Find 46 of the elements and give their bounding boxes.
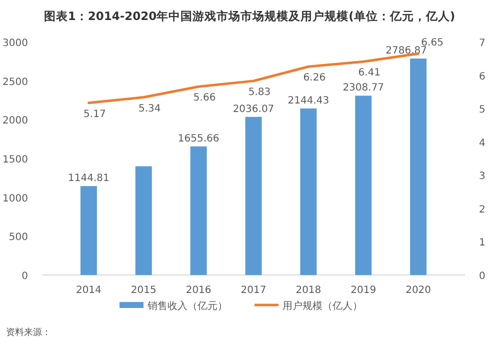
data-label: 6.41 xyxy=(358,68,381,79)
y-tick-label: 2000 xyxy=(2,116,28,127)
data-label: 1144.81 xyxy=(68,173,110,184)
data-label: 5.83 xyxy=(248,86,271,98)
x-tick-label: 2020 xyxy=(406,285,432,296)
y2-tick-label: 2 xyxy=(479,204,486,216)
bar xyxy=(355,96,372,275)
data-label: 1655.66 xyxy=(178,133,220,144)
bar xyxy=(410,58,427,275)
y2-tick-label: 5 xyxy=(479,104,486,116)
bar xyxy=(300,108,317,275)
y2-tick-label: 4 xyxy=(479,138,486,149)
bar xyxy=(245,116,262,275)
data-label: 6.26 xyxy=(303,72,326,84)
x-tick-label: 2016 xyxy=(186,285,212,296)
y2-tick-label: 7 xyxy=(479,38,486,49)
y2-tick-label: 0 xyxy=(479,271,486,282)
y-tick-label: 500 xyxy=(8,232,28,244)
y-tick-label: 1000 xyxy=(2,193,28,204)
y-tick-label: 2500 xyxy=(2,76,28,88)
data-label: 2308.77 xyxy=(342,82,384,94)
y2-tick-label: 3 xyxy=(479,171,486,182)
y2-tick-label: 6 xyxy=(479,71,486,82)
x-tick-label: 2017 xyxy=(240,285,266,296)
data-label: 5.34 xyxy=(138,103,161,114)
bar xyxy=(190,146,207,275)
text: 资料来源： xyxy=(6,327,51,338)
y-tick-label: 0 xyxy=(22,271,28,282)
x-tick-label: 2014 xyxy=(76,285,102,296)
data-label: 2786.87 xyxy=(386,46,427,57)
data-label: 5.66 xyxy=(193,92,216,104)
bar xyxy=(80,186,97,275)
x-tick-label: 2019 xyxy=(350,285,376,296)
y-tick-label: 3000 xyxy=(2,38,28,49)
legend-label: 用户规模（亿人） xyxy=(282,300,362,312)
line-series xyxy=(87,52,420,104)
data-label: 5.17 xyxy=(84,108,106,120)
chart-title: 图表1：2014-2020年中国游戏市场市场规模及用户规模(单位：亿元，亿人) xyxy=(44,9,456,23)
x-tick-label: 2015 xyxy=(130,285,156,296)
data-label: 2036.07 xyxy=(232,104,274,115)
legend-label: 销售收入（亿元） xyxy=(146,300,228,312)
y2-tick-label: 1 xyxy=(479,238,486,249)
bar xyxy=(135,166,152,275)
y-tick-label: 1500 xyxy=(2,154,28,166)
x-tick-label: 2018 xyxy=(296,285,322,296)
data-label: 2144.43 xyxy=(288,95,330,106)
